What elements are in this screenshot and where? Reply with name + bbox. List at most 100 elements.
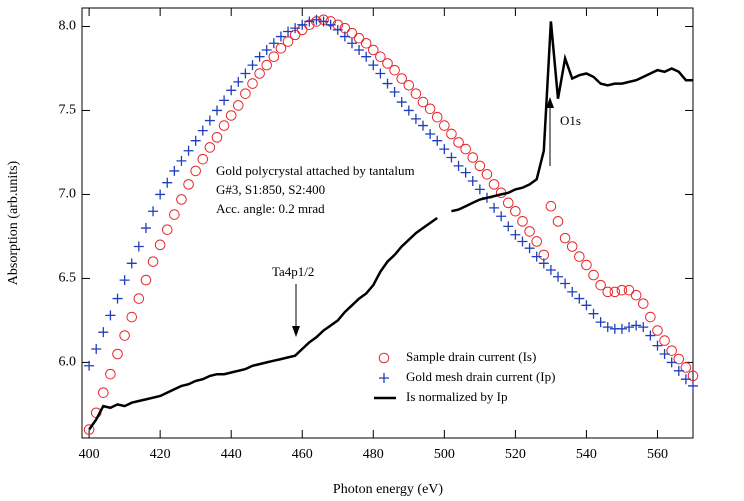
data-point [410,88,422,99]
data-point [204,115,215,126]
data-point [389,64,400,76]
data-point [425,128,436,139]
x-tick-label: 560 [647,447,668,462]
data-point [275,31,286,42]
data-point [538,258,549,269]
data-point [659,349,670,360]
x-tick-label: 500 [434,447,455,462]
data-point [688,380,698,391]
y-axis-label: Absorption (arb.units) [6,160,21,285]
data-point [325,19,336,30]
data-point [623,284,635,296]
data-point [83,424,95,435]
data-point [176,194,187,205]
data-point [666,345,677,356]
data-point [446,152,457,163]
data-point [595,279,606,291]
data-point [545,200,557,212]
x-tick-label: 400 [79,447,100,462]
data-point [410,113,421,124]
data-point [467,152,479,163]
data-point [140,223,151,234]
data-point [666,357,677,368]
data-point [112,293,123,304]
data-point [446,128,457,140]
data-point [119,330,130,341]
data-point [169,209,180,220]
annotation: O1s [560,113,581,128]
data-point [396,97,407,108]
data-point [645,311,656,323]
data-point [240,88,251,99]
x-tick-label: 440 [221,447,242,462]
data-point [368,60,379,71]
data-point [240,68,251,79]
data-point [332,24,343,35]
data-point [211,105,222,116]
data-point [275,43,287,54]
data-point [247,60,258,71]
data-point [126,311,138,323]
data-point [219,95,230,106]
data-point [638,322,649,333]
data-point [360,37,372,49]
y-tick-label: 8.0 [59,19,77,34]
annotation: Ta4p1/2 [272,264,314,279]
data-point [354,44,365,55]
data-point [282,36,294,47]
data-point [488,179,500,190]
data-point [581,259,592,271]
data-point [375,68,386,79]
data-point [375,51,386,63]
x-tick-label: 420 [150,447,171,462]
data-point [460,143,471,155]
data-point [552,216,564,227]
data-point [588,269,599,281]
annotation: Acc. angle: 0.2 mrad [216,201,325,216]
data-point [503,221,514,232]
data-point [481,168,493,180]
legend-swatch [379,373,389,383]
data-point [417,96,429,108]
data-line [88,21,693,431]
data-point [687,370,699,382]
data-point [531,236,542,247]
data-point [659,335,670,346]
data-point [574,293,585,304]
data-point [567,286,578,297]
y-tick-label: 6.5 [59,271,77,286]
data-point [439,120,450,131]
x-tick-label: 520 [505,447,526,462]
data-point [424,103,436,115]
data-point [673,353,685,365]
data-point [169,165,180,176]
data-point [602,322,613,333]
data-point [652,325,663,336]
data-point [637,298,649,309]
data-point [346,38,357,49]
data-point [673,365,684,376]
data-point [268,51,280,63]
data-point [389,86,400,97]
data-point [233,76,244,87]
data-point [318,16,329,27]
data-point [560,278,571,289]
data-point [403,79,415,91]
data-point [140,274,152,286]
data-point [553,271,564,282]
data-point [346,27,358,39]
arrowhead [292,326,300,337]
data-point [233,100,244,111]
data-point [624,322,635,333]
data-point [680,362,692,373]
data-point [218,120,230,131]
data-point [98,327,109,338]
data-point [126,258,137,269]
data-point [474,160,486,172]
data-point [382,58,393,69]
data-point [396,73,408,84]
data-point [84,360,95,371]
data-point [595,317,606,328]
x-tick-label: 460 [292,447,313,462]
